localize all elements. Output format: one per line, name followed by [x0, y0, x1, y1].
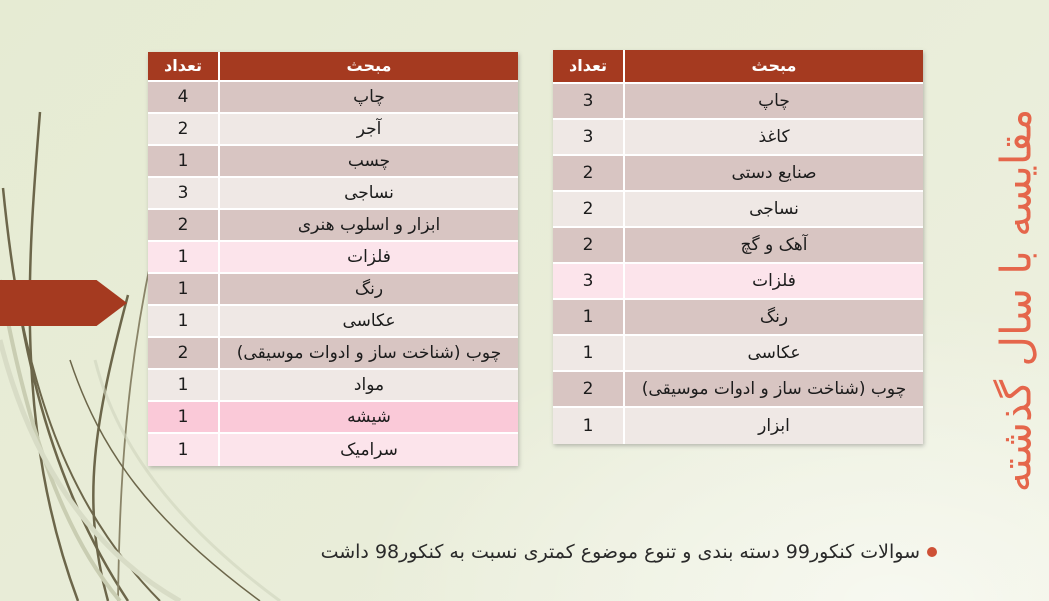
table-header-row: تعداد مبحث	[553, 50, 923, 84]
topic-cell: نساجی	[218, 178, 518, 208]
count-cell: 2	[177, 214, 189, 235]
topic-cell: کاغذ	[623, 120, 923, 154]
table-row: 1 فلزات	[148, 242, 518, 274]
count-cell: 1	[177, 150, 189, 171]
table-row: 1 عکاسی	[148, 306, 518, 338]
count-cell: 3	[582, 126, 594, 147]
count-cell: 2	[582, 198, 594, 219]
count-cell: 2	[582, 234, 594, 255]
count-cell: 3	[582, 270, 594, 291]
table-row: 1 شیشه	[148, 402, 518, 434]
table-row: 3 نساجی	[148, 178, 518, 210]
topic-cell: آهک و گچ	[623, 228, 923, 262]
count-header: تعداد	[164, 56, 202, 76]
table-row: 2 صنایع دستی	[553, 156, 923, 192]
topic-cell: نساجی	[623, 192, 923, 226]
topic-cell: چاپ	[623, 84, 923, 118]
topic-cell: فلزات	[623, 264, 923, 298]
topic-cell: صنایع دستی	[623, 156, 923, 190]
table-row: 1 مواد	[148, 370, 518, 402]
topic-cell: شیشه	[218, 402, 518, 432]
slide-title: مقایسه با سال گذشته	[991, 108, 1041, 493]
table-row: 2 ابزار و اسلوب هنری	[148, 210, 518, 242]
table-row: 2 نساجی	[553, 192, 923, 228]
count-cell: 1	[582, 415, 594, 436]
topic-cell: عکاسی	[218, 306, 518, 336]
count-cell: 2	[582, 162, 594, 183]
slide-title-container: مقایسه با سال گذشته	[983, 0, 1049, 601]
topics-table-previous-year: تعداد مبحث 3 چاپ 3 کاغذ 2 صنایع دستی 2 نساجی 2 آهک …	[553, 50, 923, 444]
topic-cell: ابزار و اسلوب هنری	[218, 210, 518, 240]
table-row: 1 رنگ	[148, 274, 518, 306]
topic-cell: چوب (شناخت ساز و ادوات موسیقی)	[623, 372, 923, 406]
topic-cell: چسب	[218, 146, 518, 176]
table-header-row: تعداد مبحث	[148, 52, 518, 82]
donut-circle-icon	[927, 547, 937, 557]
topic-cell: مواد	[218, 370, 518, 400]
count-cell: 1	[177, 246, 189, 267]
count-cell: 1	[582, 342, 594, 363]
table-row: 1 چسب	[148, 146, 518, 178]
count-cell: 1	[177, 310, 189, 331]
table-row: 2 آجر	[148, 114, 518, 146]
count-cell: 2	[177, 118, 189, 139]
count-cell: 1	[177, 406, 189, 427]
table-row: 1 عکاسی	[553, 336, 923, 372]
topic-cell: آجر	[218, 114, 518, 144]
count-cell: 1	[177, 439, 189, 460]
topic-cell: سرامیک	[218, 434, 518, 466]
topic-header: مبحث	[218, 52, 518, 80]
count-cell: 2	[177, 342, 189, 363]
topic-header: مبحث	[623, 50, 923, 82]
conclusion-text: سوالات کنکور99 دسته بندی و تنوع موضوع کم…	[320, 541, 920, 563]
table-row: 3 فلزات	[553, 264, 923, 300]
topic-cell: چاپ	[218, 82, 518, 112]
count-cell: 1	[177, 278, 189, 299]
topic-cell: عکاسی	[623, 336, 923, 370]
topic-cell: رنگ	[623, 300, 923, 334]
table-row: 4 چاپ	[148, 82, 518, 114]
topic-cell: رنگ	[218, 274, 518, 304]
topic-cell: ابزار	[623, 408, 923, 444]
table-row: 1 سرامیک	[148, 434, 518, 466]
count-cell: 4	[177, 86, 189, 107]
count-cell: 1	[177, 374, 189, 395]
conclusion-bullet: سوالات کنکور99 دسته بندی و تنوع موضوع کم…	[321, 541, 937, 563]
table-row: 2 چوب (شناخت ساز و ادوات موسیقی)	[553, 372, 923, 408]
topic-cell: چوب (شناخت ساز و ادوات موسیقی)	[218, 338, 518, 368]
count-header: تعداد	[569, 56, 607, 76]
count-cell: 3	[582, 90, 594, 111]
table-row: 3 کاغذ	[553, 120, 923, 156]
count-cell: 1	[582, 306, 594, 327]
count-cell: 2	[582, 378, 594, 399]
table-row: 2 آهک و گچ	[553, 228, 923, 264]
right-arrow-shape	[0, 280, 127, 326]
topics-table-current-year: تعداد مبحث 4 چاپ 2 آجر 1 چسب 3 نساجی 2 ابزار و اسلو…	[148, 52, 518, 466]
table-row: 3 چاپ	[553, 84, 923, 120]
topic-cell: فلزات	[218, 242, 518, 272]
table-row: 2 چوب (شناخت ساز و ادوات موسیقی)	[148, 338, 518, 370]
table-row: 1 ابزار	[553, 408, 923, 444]
count-cell: 3	[177, 182, 189, 203]
table-row: 1 رنگ	[553, 300, 923, 336]
